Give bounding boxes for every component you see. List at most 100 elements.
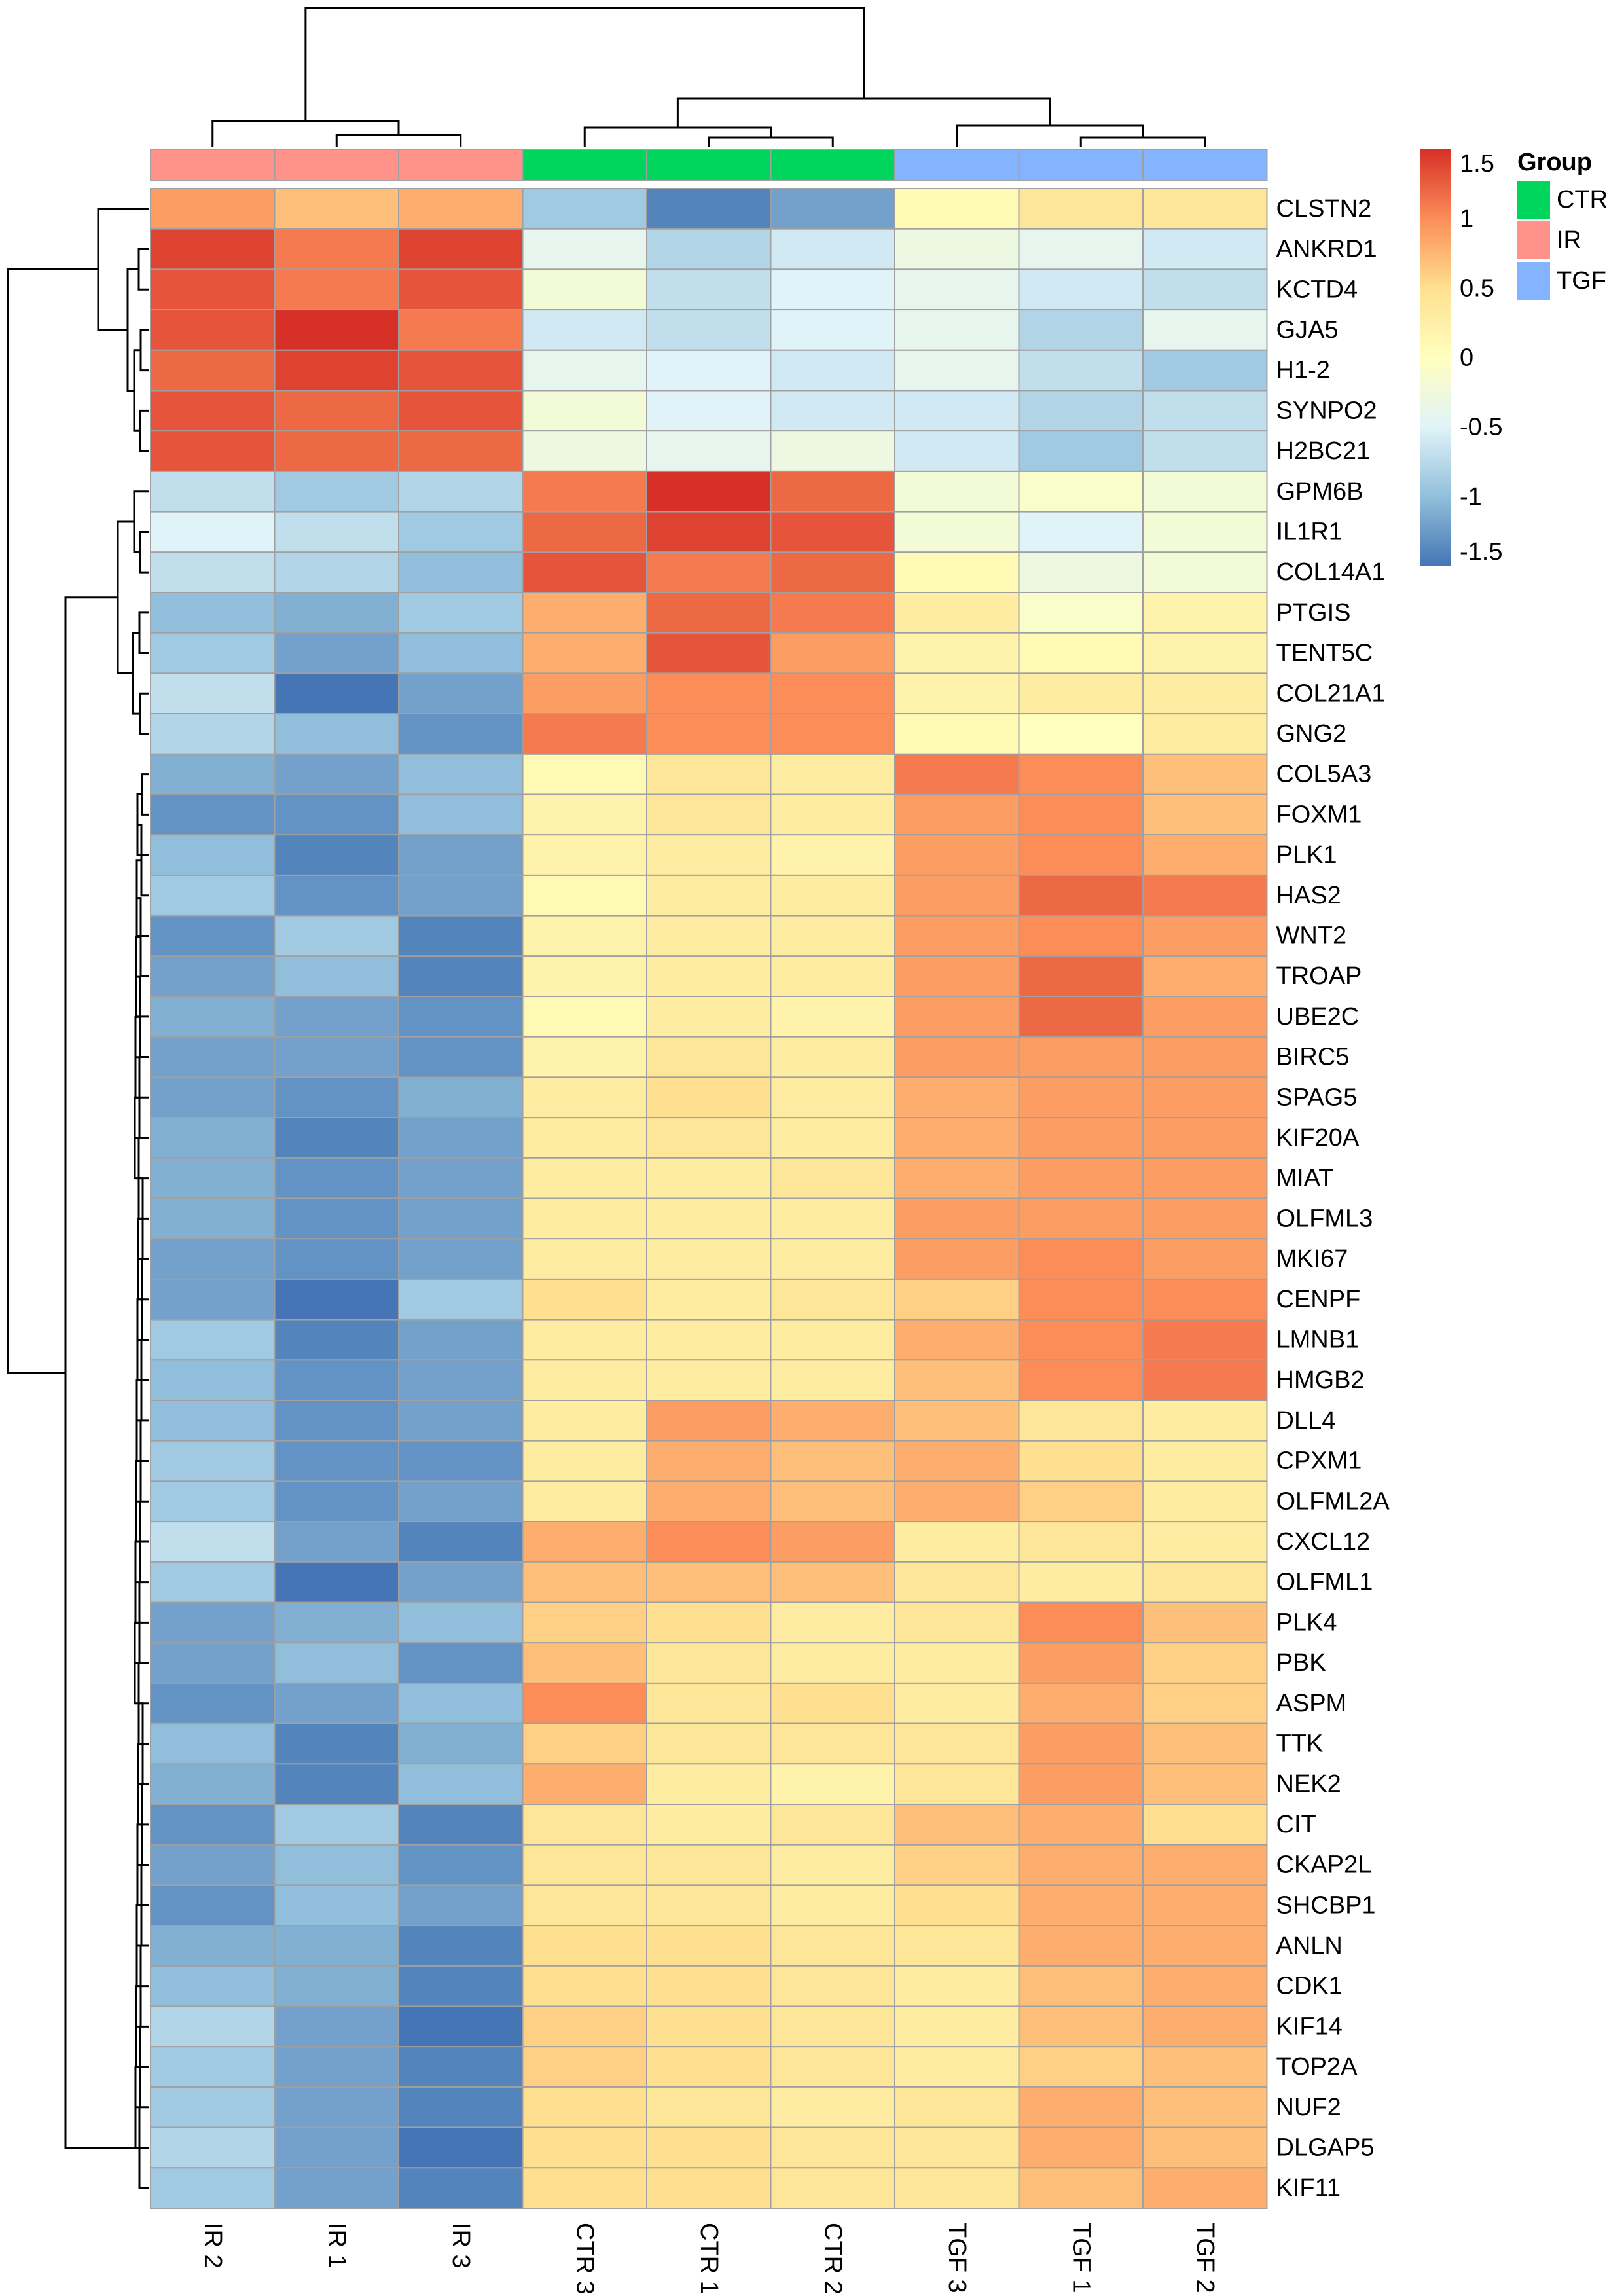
heatmap-cell <box>522 1480 647 1523</box>
heatmap-cell <box>522 228 647 270</box>
heatmap-cell <box>398 1036 524 1078</box>
heatmap-cell <box>646 1400 772 1442</box>
heatmap-cell <box>274 430 399 472</box>
heatmap-cell <box>894 1601 1020 1644</box>
heatmap-cell <box>150 1642 276 1684</box>
heatmap-cell <box>646 551 772 593</box>
heatmap-cell <box>894 2126 1020 2169</box>
heatmap-cell <box>150 834 276 876</box>
heatmap-cell <box>522 1561 647 1603</box>
heatmap-cell <box>770 1884 895 1927</box>
heatmap-cell <box>770 753 895 795</box>
heatmap-cell <box>770 1804 895 1846</box>
heatmap-cell <box>522 1884 647 1927</box>
heatmap-cell <box>398 874 524 917</box>
heatmap-cell <box>398 1319 524 1361</box>
heatmap-cell <box>150 470 276 513</box>
group-legend-swatch-tgf <box>1517 262 1550 300</box>
heatmap-cell <box>398 672 524 715</box>
heatmap-cell <box>894 1157 1020 1199</box>
heatmap-cell <box>1018 672 1144 715</box>
group-legend-label: TGF <box>1557 267 1606 295</box>
column-label: TGF 3 <box>943 2223 971 2293</box>
heatmap-cell <box>646 1076 772 1119</box>
column-label: IR 3 <box>447 2223 475 2269</box>
heatmap-cell <box>646 188 772 230</box>
heatmap-cell <box>1142 2167 1268 2210</box>
heatmap-cell <box>274 551 399 593</box>
heatmap-cell <box>150 1157 276 1199</box>
heatmap-cell <box>1018 1521 1144 1563</box>
heatmap-cell <box>1018 551 1144 593</box>
heatmap-cell <box>1142 1359 1268 1402</box>
heatmap-cell <box>646 793 772 836</box>
heatmap-cell <box>398 1400 524 1442</box>
heatmap-cell <box>150 793 276 836</box>
row-dendrogram-link <box>139 409 149 452</box>
row-dendrogram-link <box>97 208 149 331</box>
group-legend-swatch-ctr <box>1517 181 1550 219</box>
heatmap-cell <box>522 390 647 432</box>
heatmap-cell <box>274 268 399 311</box>
heatmap-cell <box>770 1238 895 1280</box>
heatmap-cell <box>646 834 772 876</box>
heatmap-cell <box>1142 1197 1268 1240</box>
heatmap-cell <box>398 551 524 593</box>
heatmap-cell <box>770 1359 895 1402</box>
heatmap-cell <box>522 430 647 472</box>
heatmap-cell <box>646 228 772 270</box>
heatmap-cell <box>1142 592 1268 634</box>
row-label: MIAT <box>1276 1165 1334 1192</box>
heatmap-cell <box>770 268 895 311</box>
heatmap-cell <box>770 1642 895 1684</box>
heatmap-cell <box>522 1804 647 1846</box>
heatmap-cell <box>1018 753 1144 795</box>
annotation-cell <box>1018 149 1144 181</box>
heatmap-cell <box>522 188 647 230</box>
heatmap-cell <box>274 2126 399 2169</box>
heatmap-cell <box>646 1965 772 2007</box>
row-label: SYNPO2 <box>1276 397 1377 424</box>
heatmap-cell <box>1018 2046 1144 2088</box>
heatmap-cell <box>274 309 399 351</box>
heatmap-cell <box>1142 1884 1268 1927</box>
row-dendrogram-link <box>139 692 149 735</box>
heatmap-cell <box>894 1480 1020 1523</box>
row-dendrogram-link <box>138 611 149 655</box>
row-label: COL21A1 <box>1276 680 1386 707</box>
heatmap-cell <box>398 2167 524 2210</box>
heatmap-cell <box>894 1884 1020 1927</box>
row-label: ANKRD1 <box>1276 236 1377 263</box>
heatmap-cell <box>770 955 895 998</box>
heatmap-cell <box>150 2086 276 2128</box>
heatmap-cell <box>150 1400 276 1442</box>
heatmap-cell <box>770 632 895 674</box>
heatmap-cell <box>894 996 1020 1038</box>
heatmap-cell <box>274 1400 399 1442</box>
heatmap-cell <box>894 2005 1020 2048</box>
heatmap-cell <box>398 228 524 270</box>
annotation-cell <box>150 149 276 181</box>
heatmap-cell <box>150 1076 276 1119</box>
heatmap-cell <box>522 1278 647 1321</box>
heatmap-cell <box>398 1804 524 1846</box>
heatmap-cell <box>894 874 1020 917</box>
heatmap-cell <box>894 551 1020 593</box>
heatmap-cell <box>1142 1036 1268 1078</box>
heatmap-cell <box>274 1480 399 1523</box>
column-dendrogram-link <box>1079 136 1206 147</box>
heatmap-cell <box>398 1359 524 1402</box>
heatmap-cell <box>1142 268 1268 311</box>
heatmap-cell <box>274 1238 399 1280</box>
heatmap-cell <box>1018 1480 1144 1523</box>
column-dendrogram <box>211 7 1206 147</box>
heatmap-cell <box>398 1157 524 1199</box>
heatmap-cell <box>1018 793 1144 836</box>
heatmap-cell <box>894 430 1020 472</box>
heatmap-cell <box>1142 1965 1268 2007</box>
row-label: IL1R1 <box>1276 518 1343 545</box>
heatmap-cell <box>522 1238 647 1280</box>
heatmap-cell <box>398 390 524 432</box>
heatmap-cell <box>398 915 524 957</box>
heatmap-cell <box>894 632 1020 674</box>
